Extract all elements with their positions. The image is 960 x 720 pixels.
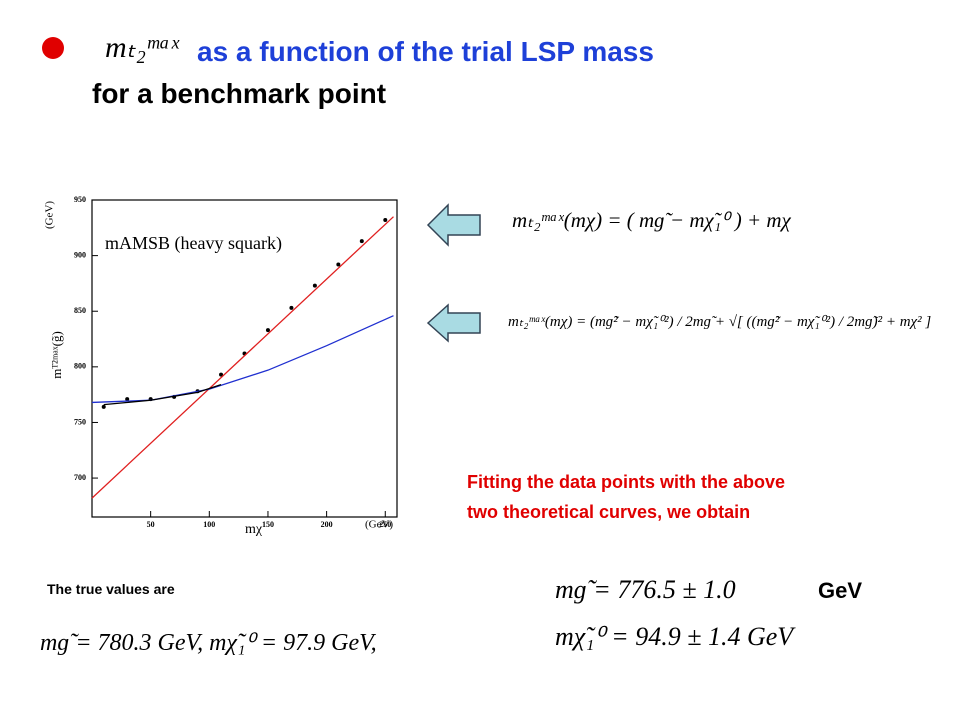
y-unit: (GeV) (44, 201, 56, 229)
x-tick-label: 150 (262, 520, 274, 529)
arrow (426, 203, 481, 247)
data-point (265, 328, 270, 333)
y-tick-label: 700 (74, 473, 86, 482)
y-tick-label: 750 (74, 417, 86, 426)
annotation: mAMSB (heavy squark) (105, 233, 282, 254)
data-point (101, 404, 106, 409)
fit-note: Fitting the data points with the above (467, 472, 785, 492)
bullet (42, 37, 64, 59)
formula: mₜ₂ᵐᵃˣ(mχ) = ( mɡ̃ − mχ̃₁⁰ ) + mχ (512, 208, 791, 232)
curve (91, 216, 394, 499)
true-values: mɡ̃ = 780.3 GeV, mχ̃₁⁰ = 97.9 GeV, (40, 630, 377, 656)
data-point (312, 283, 317, 288)
data-point (383, 218, 388, 223)
result: mɡ̃ = 776.5 ± 1.0 (555, 575, 736, 604)
y-label: mᵀ²ᵐᵃˣ(g̃) (49, 331, 64, 379)
arrows (426, 203, 481, 343)
title-formula: mₜ₂ᵐᵃˣ (105, 31, 179, 64)
formula: mₜ₂ᵐᵃˣ(mχ) = (mɡ̃² − mχ̃₁⁰²) / 2mɡ̃ + √[… (508, 314, 932, 330)
x-tick-label: 100 (203, 520, 215, 529)
x-tick-label: 200 (321, 520, 333, 529)
data-point (219, 372, 224, 377)
y-tick-label: 900 (74, 250, 86, 259)
title-line2: for a benchmark point (92, 78, 387, 109)
fit-note: two theoretical curves, we obtain (467, 502, 751, 522)
plot-area (91, 199, 398, 518)
result-unit: GeV (818, 578, 863, 603)
x-tick-label: 50 (147, 520, 155, 529)
true-values-label: The true values are (47, 581, 175, 597)
chart-frame (40, 185, 402, 540)
data-point (359, 239, 364, 244)
chart: mAMSB (heavy squark) mχ (GeV) mᵀ²ᵐᵃˣ(g̃)… (40, 185, 402, 540)
curve (103, 384, 222, 406)
result: mχ̃₁⁰ = 94.9 ± 1.4 GeV (555, 622, 794, 651)
title: as a function of the trial LSP mass (197, 36, 654, 67)
data-point (125, 397, 130, 402)
data-point (336, 262, 341, 267)
x-unit: (GeV) (365, 519, 393, 531)
y-tick-label: 950 (74, 195, 86, 204)
x-tick-label: 250 (379, 520, 391, 529)
y-tick-label: 800 (74, 362, 86, 371)
y-tick-label: 850 (74, 306, 86, 315)
arrow (426, 303, 481, 343)
x-label: mχ (245, 522, 263, 537)
data-point (289, 305, 294, 310)
